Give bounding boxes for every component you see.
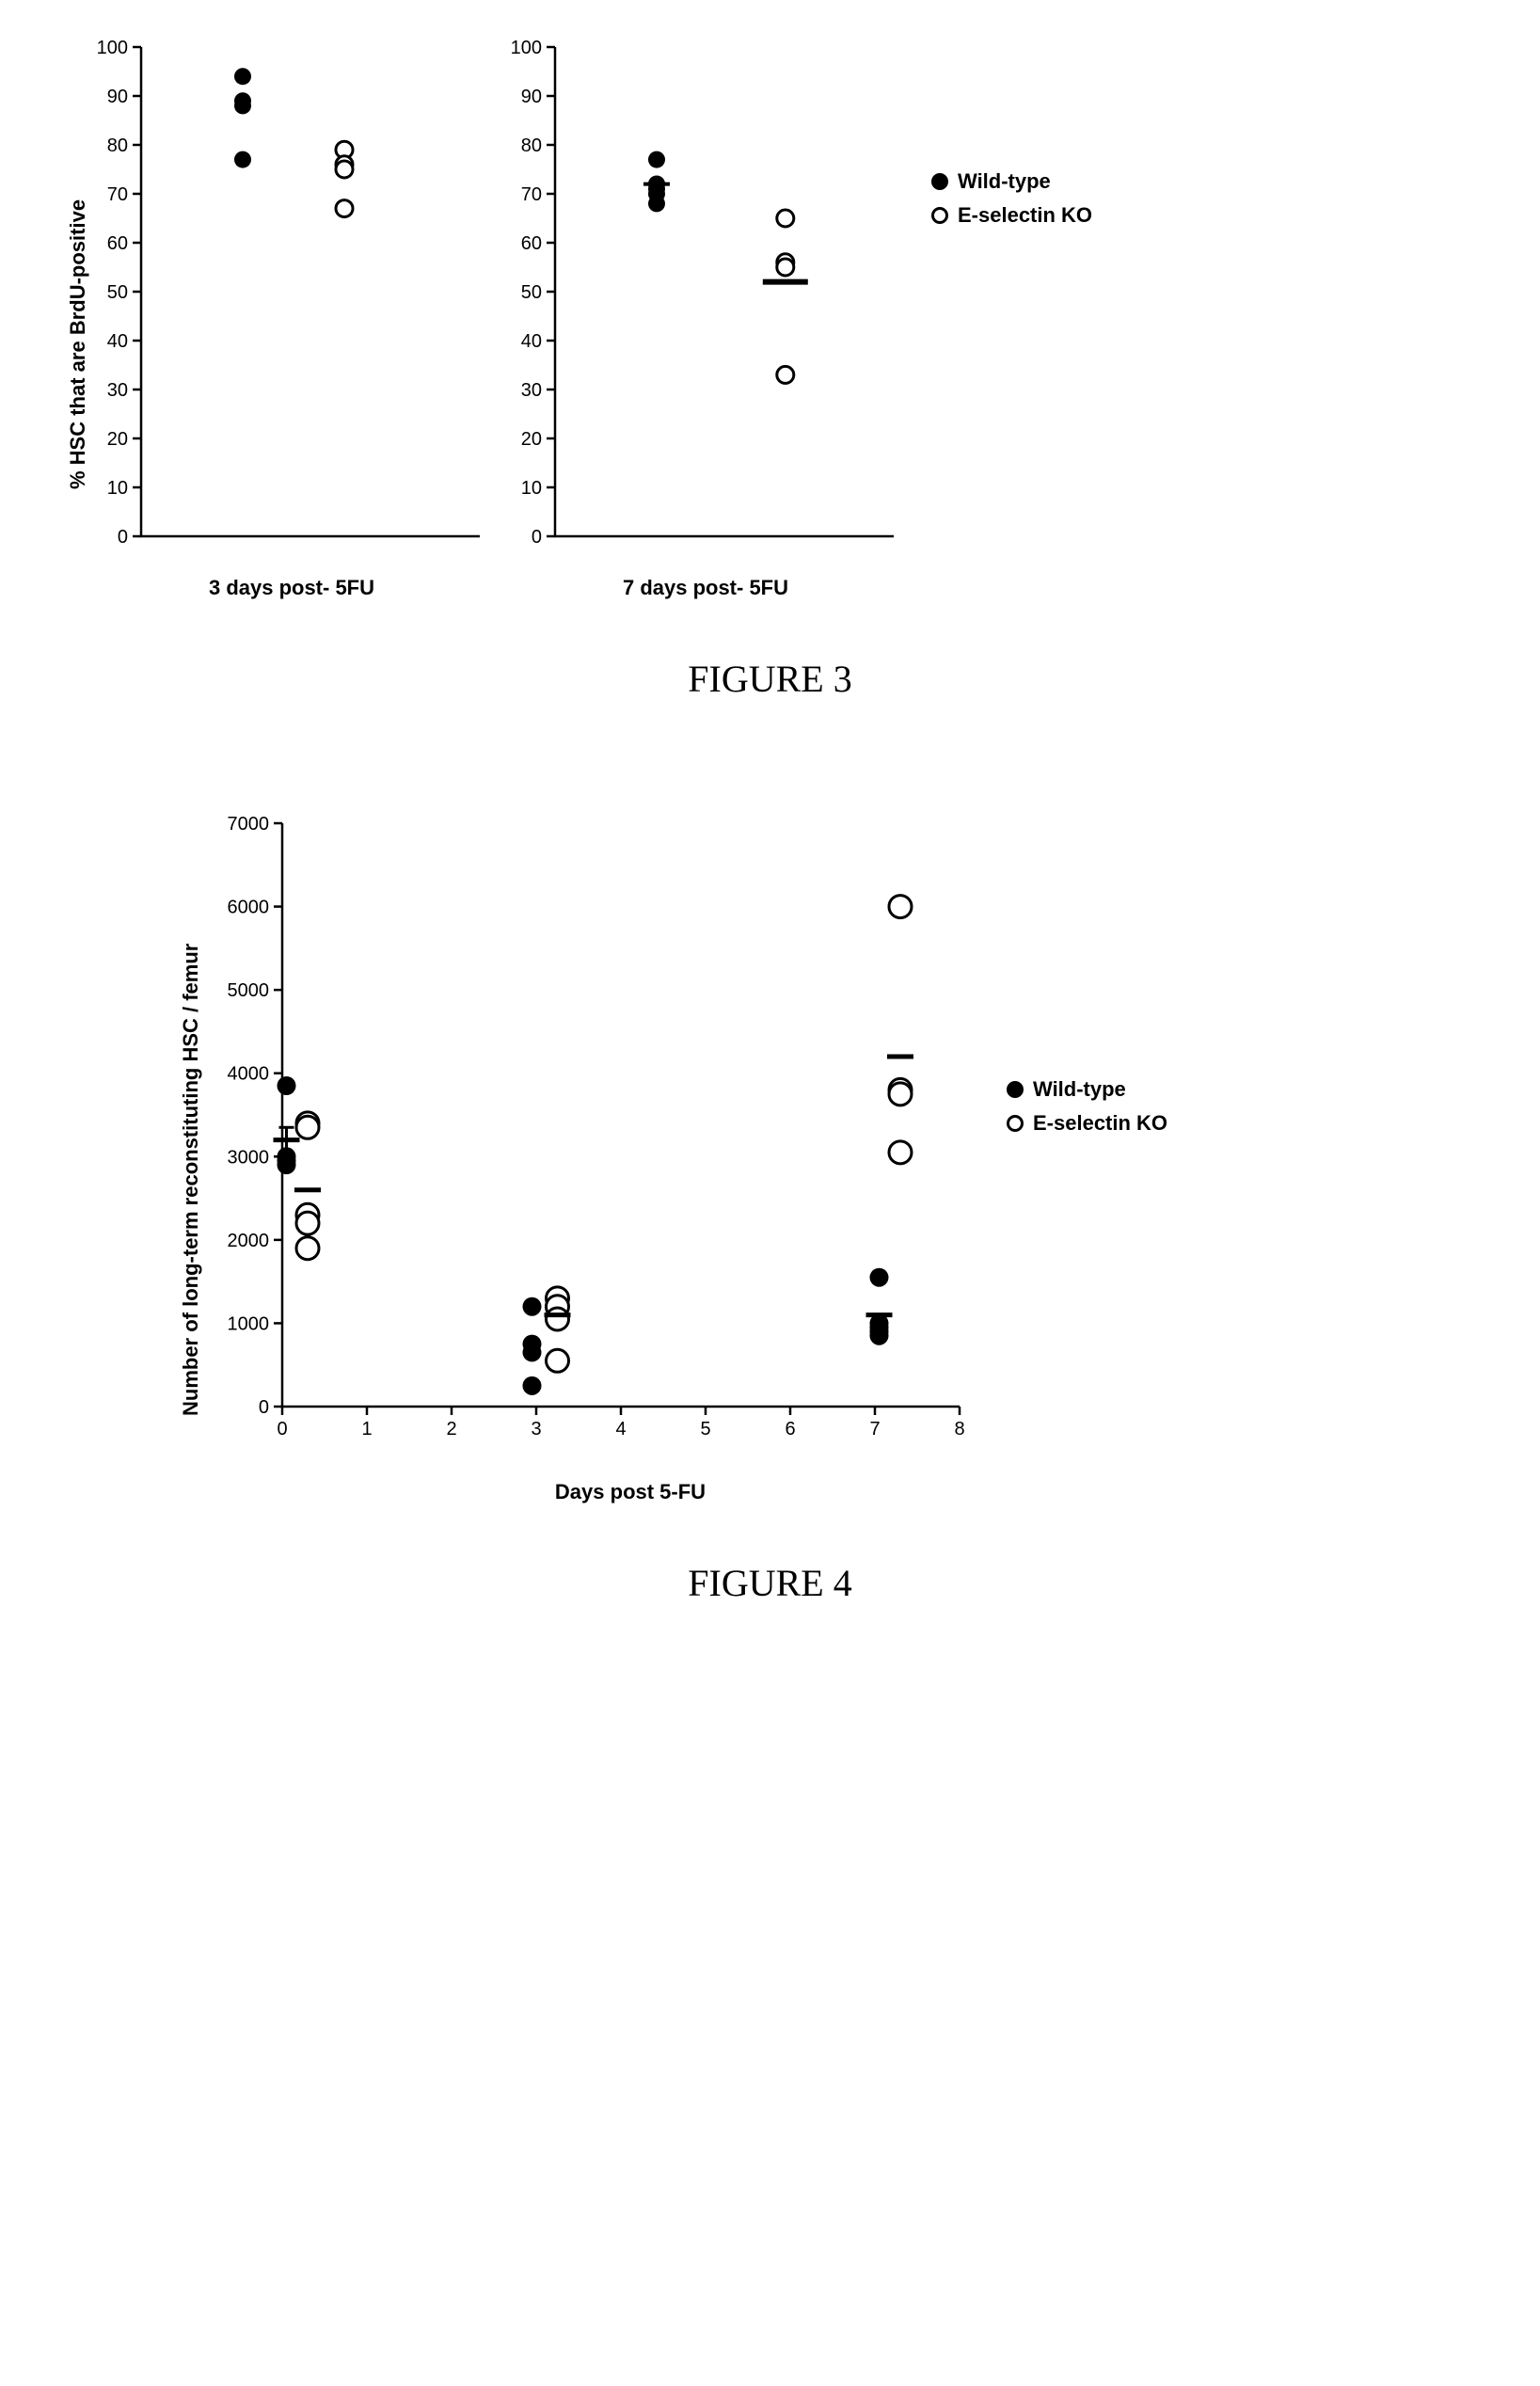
svg-text:80: 80 (521, 135, 542, 156)
legend-marker-filled-icon (1007, 1081, 1024, 1098)
svg-text:40: 40 (521, 331, 542, 352)
figure-3-caption: FIGURE 3 (38, 657, 1502, 701)
figure-3: % HSC that are BrdU-positive 0 10 20 30 40 50… (38, 38, 1502, 701)
svg-text:100: 100 (511, 38, 542, 58)
legend-item-ko: E-selectin KO (931, 203, 1092, 228)
legend-label-wild-type: Wild-type (958, 169, 1051, 194)
legend-label-wild-type: Wild-type (1033, 1077, 1126, 1102)
figure-4-caption: FIGURE 4 (38, 1561, 1502, 1605)
svg-text:2000: 2000 (228, 1231, 270, 1251)
figure-4-svg: 0 1000 2000 3000 4000 5000 6000 7000 0 1 2 3 4 5 6 7 8 (207, 814, 978, 1472)
figure-3-panel-left: 0 10 20 30 40 50 60 70 80 90 100 3 days post- 5FU (94, 38, 489, 600)
svg-text:70: 70 (521, 184, 542, 205)
svg-text:100: 100 (97, 38, 128, 58)
figure-3-right-svg: 0 10 20 30 40 50 60 70 80 90 100 (508, 38, 903, 565)
svg-text:60: 60 (521, 233, 542, 254)
svg-text:90: 90 (521, 87, 542, 107)
svg-text:20: 20 (521, 429, 542, 450)
svg-text:8: 8 (954, 1419, 964, 1440)
figure-3-panel-right: 0 10 20 30 40 50 60 70 80 90 100 7 days post- 5FU (508, 38, 903, 600)
svg-text:4: 4 (615, 1419, 626, 1440)
svg-text:10: 10 (521, 478, 542, 499)
figure-3-charts-row: % HSC that are BrdU-positive 0 10 20 30 40 50… (38, 38, 1502, 600)
figure-4-panel: 0 1000 2000 3000 4000 5000 6000 7000 0 1 2 3 4 5 6 7 8 D… (207, 814, 978, 1504)
svg-text:10: 10 (107, 478, 128, 499)
svg-text:30: 30 (107, 380, 128, 401)
figure-4: Number of long-term reconstituting HSC /… (38, 814, 1502, 1605)
figure-3-ylabel: % HSC that are BrdU-positive (66, 199, 90, 489)
svg-text:30: 30 (521, 380, 542, 401)
figure-3-left-svg: 0 10 20 30 40 50 60 70 80 90 100 (94, 38, 489, 565)
svg-text:3000: 3000 (228, 1147, 270, 1168)
svg-text:90: 90 (107, 87, 128, 107)
legend-item-wild-type: Wild-type (1007, 1077, 1167, 1102)
svg-text:4000: 4000 (228, 1064, 270, 1085)
svg-text:1000: 1000 (228, 1313, 270, 1334)
svg-text:7: 7 (869, 1419, 880, 1440)
svg-text:0: 0 (118, 527, 128, 548)
figure-3-legend: Wild-type E-selectin KO (931, 169, 1092, 228)
svg-text:50: 50 (107, 282, 128, 303)
svg-text:1: 1 (361, 1419, 372, 1440)
svg-text:6: 6 (785, 1419, 795, 1440)
figure-4-ylabel-wrap: Number of long-term reconstituting HSC /… (151, 814, 207, 1472)
svg-text:3: 3 (531, 1419, 541, 1440)
svg-text:2: 2 (446, 1419, 456, 1440)
legend-label-ko: E-selectin KO (958, 203, 1092, 228)
svg-text:20: 20 (107, 429, 128, 450)
legend-label-ko: E-selectin KO (1033, 1111, 1167, 1136)
legend-marker-filled-icon (931, 173, 948, 190)
svg-text:6000: 6000 (228, 898, 270, 918)
figure-4-charts-row: Number of long-term reconstituting HSC /… (151, 814, 1502, 1504)
svg-text:0: 0 (259, 1397, 269, 1418)
figure-3-left-xlabel: 3 days post- 5FU (94, 576, 489, 600)
legend-item-wild-type: Wild-type (931, 169, 1092, 194)
legend-item-ko: E-selectin KO (1007, 1111, 1167, 1136)
figure-3-ylabel-wrap: % HSC that are BrdU-positive (38, 38, 94, 565)
figure-3-right-xlabel: 7 days post- 5FU (508, 576, 903, 600)
svg-text:70: 70 (107, 184, 128, 205)
legend-marker-open-icon (1007, 1115, 1024, 1132)
svg-text:5000: 5000 (228, 980, 270, 1001)
svg-text:0: 0 (277, 1419, 287, 1440)
figure-4-legend: Wild-type E-selectin KO (1007, 1077, 1167, 1136)
svg-text:50: 50 (521, 282, 542, 303)
svg-text:80: 80 (107, 135, 128, 156)
figure-4-ylabel: Number of long-term reconstituting HSC /… (179, 944, 203, 1416)
svg-text:40: 40 (107, 331, 128, 352)
svg-text:7000: 7000 (228, 814, 270, 835)
svg-text:5: 5 (700, 1419, 710, 1440)
svg-text:0: 0 (532, 527, 542, 548)
svg-text:60: 60 (107, 233, 128, 254)
legend-marker-open-icon (931, 207, 948, 224)
figure-4-xlabel: Days post 5-FU (282, 1480, 978, 1504)
